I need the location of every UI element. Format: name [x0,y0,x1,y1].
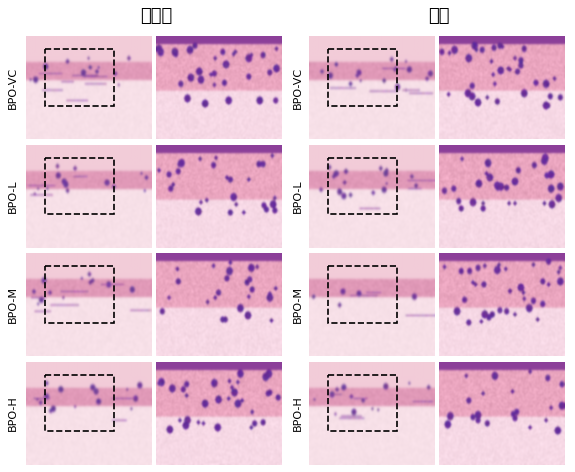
Text: BPO-VC: BPO-VC [293,67,302,109]
Text: 조사: 조사 [428,7,450,25]
Text: BPO-VC: BPO-VC [8,67,18,109]
Bar [45,158,114,214]
Bar [45,375,114,431]
Bar [328,266,397,323]
Bar [45,266,114,323]
Text: BPO-L: BPO-L [8,179,18,213]
Text: BPO-H: BPO-H [293,396,302,431]
Text: BPO-L: BPO-L [293,179,302,213]
Bar [45,49,114,106]
Text: BPO-H: BPO-H [8,396,18,431]
Bar [328,375,397,431]
Text: BPO-M: BPO-M [293,287,302,323]
Bar [328,49,397,106]
Text: 비조사: 비조사 [140,7,172,25]
Text: BPO-M: BPO-M [8,287,18,323]
Bar [328,158,397,214]
